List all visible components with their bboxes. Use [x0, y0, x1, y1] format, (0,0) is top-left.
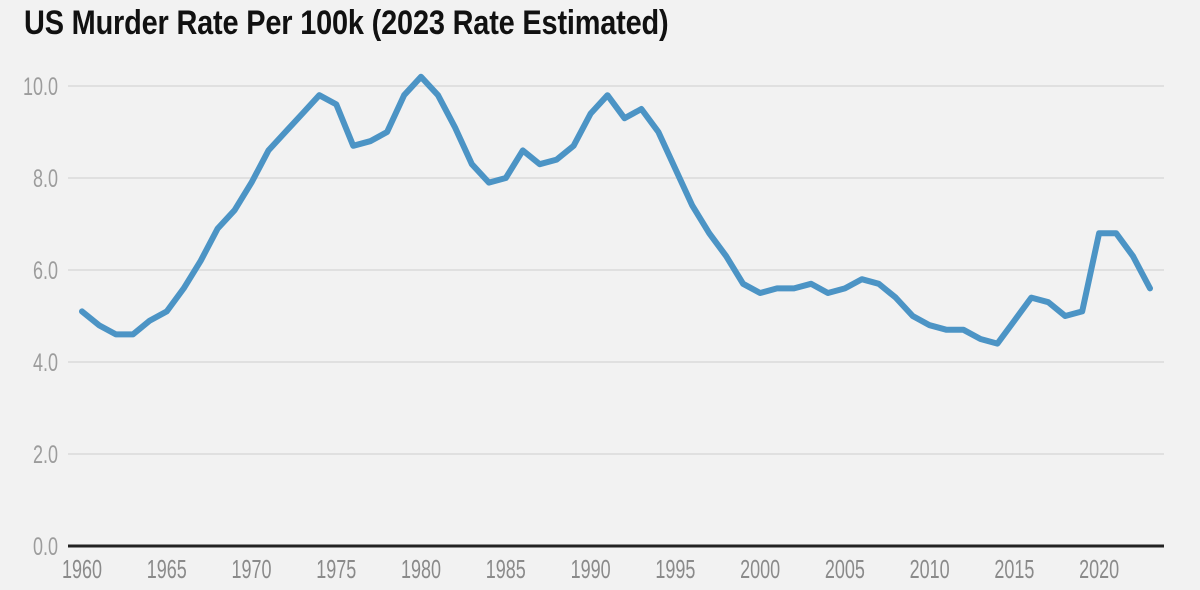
- y-tick-label: 10.0: [23, 73, 58, 101]
- chart-canvas: 0.0 2.0 4.0 6.0 8.0 10.0 1960 1965 1970 1975 1980 1…: [0, 4, 1200, 590]
- x-tick-label: 1990: [571, 554, 611, 584]
- x-tick-label: 2010: [910, 554, 950, 584]
- y-tick-label: 8.0: [33, 165, 58, 193]
- y-tick-label: 0.0: [33, 533, 58, 561]
- x-tick-label: 2020: [1079, 554, 1119, 584]
- x-tick-label: 1995: [655, 554, 695, 584]
- chart-title-text: US Murder Rate Per 100k (2023 Rate Estim…: [24, 4, 669, 42]
- y-tick-label: 6.0: [33, 257, 58, 285]
- x-tick-label: 1975: [316, 554, 356, 584]
- x-tick-label: 1985: [486, 554, 526, 584]
- x-tick-label: 2000: [740, 554, 780, 584]
- x-tick-label: 1965: [147, 554, 187, 584]
- murder-rate-line: [79, 73, 1153, 347]
- x-tick-label: 1960: [62, 554, 102, 584]
- line-chart: 0.0 2.0 4.0 6.0 8.0 10.0 1960 1965 1970 1975 1980 1…: [0, 4, 1200, 590]
- chart-svg: 0.0 2.0 4.0 6.0 8.0 10.0 1960 1965 1970 1975 1980 1…: [23, 73, 1164, 584]
- y-tick-label: 2.0: [33, 441, 58, 469]
- x-tick-label: 2005: [825, 554, 865, 584]
- x-tick-label: 1970: [232, 554, 272, 584]
- x-tick-label: 2015: [994, 554, 1034, 584]
- y-tick-label: 4.0: [33, 349, 58, 377]
- chart-title: US Murder Rate Per 100k (2023 Rate Estim…: [24, 4, 1200, 43]
- x-tick-label: 1980: [401, 554, 441, 584]
